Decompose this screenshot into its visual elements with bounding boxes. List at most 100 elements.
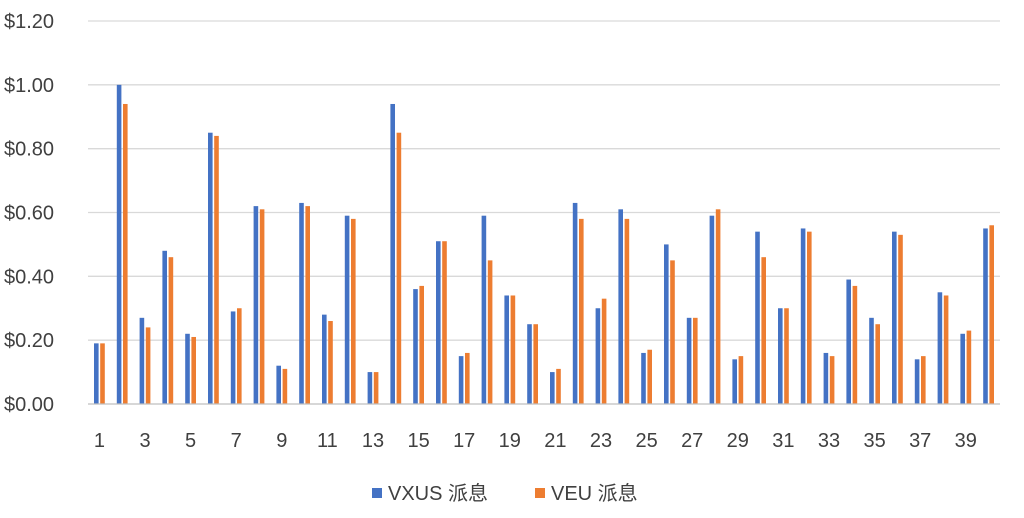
y-tick-label: $0.40 — [4, 266, 54, 288]
x-tick-label: 27 — [681, 430, 703, 452]
x-tick-label: 31 — [772, 430, 794, 452]
bar-veu — [487, 260, 493, 404]
bar-vxus — [139, 317, 145, 404]
x-tick-label: 33 — [818, 430, 840, 452]
x-tick-label: 17 — [453, 430, 475, 452]
y-tick-label: $1.00 — [4, 75, 54, 97]
bar-veu — [442, 241, 447, 404]
x-tick-label: 39 — [955, 430, 977, 452]
bar-vxus — [367, 372, 373, 404]
legend: VXUS 派息 VEU 派息 — [372, 482, 638, 505]
bar-vxus — [823, 352, 829, 404]
bar-veu — [693, 317, 698, 404]
x-tick-label: 5 — [185, 430, 196, 452]
bar-vxus — [390, 103, 395, 404]
bar-vxus — [960, 333, 965, 404]
bar-veu — [852, 285, 858, 404]
bar-vxus — [641, 352, 646, 404]
bar-vxus — [892, 231, 897, 404]
bar-vxus — [344, 215, 350, 404]
x-tick-label: 29 — [727, 430, 749, 452]
bar-vxus — [846, 279, 851, 404]
bar-vxus — [185, 333, 190, 404]
bar-vxus — [686, 317, 692, 404]
legend-label: VEU 派息 — [551, 482, 638, 505]
x-tick-label: 13 — [362, 430, 384, 452]
x-tick-label: 23 — [590, 430, 612, 452]
y-tick-label: $0.80 — [4, 139, 54, 161]
bar-veu — [510, 295, 516, 404]
bar-veu — [533, 324, 538, 404]
bar-veu — [168, 257, 174, 404]
bars — [94, 84, 994, 405]
x-tick-label: 7 — [231, 430, 242, 452]
bar-veu — [419, 285, 424, 404]
x-tick-label: 9 — [276, 430, 287, 452]
bar-veu — [807, 231, 812, 404]
y-tick-label: $0.00 — [4, 394, 54, 416]
bar-vxus — [413, 289, 418, 404]
bar-vxus — [162, 250, 167, 404]
bar-vxus — [116, 84, 122, 404]
bar-veu — [100, 343, 105, 404]
bar-veu — [328, 321, 333, 404]
bar-veu — [829, 356, 835, 404]
x-tick-label: 11 — [317, 430, 338, 452]
x-tick-label: 15 — [407, 430, 429, 452]
bar-veu — [921, 356, 926, 404]
x-tick-label: 25 — [635, 430, 657, 452]
gridlines — [88, 20, 1000, 341]
bar-veu — [191, 336, 196, 404]
bar-veu — [601, 298, 607, 404]
bar-veu — [875, 324, 880, 404]
bar-vxus — [732, 359, 737, 404]
bar-vxus — [664, 244, 669, 404]
bar-vxus — [983, 228, 988, 404]
bar-vxus — [504, 295, 509, 404]
bar-veu — [966, 330, 972, 404]
bar-vxus — [458, 356, 464, 404]
bar-vxus — [276, 365, 281, 404]
y-tick-label: $0.60 — [4, 203, 54, 225]
bar-vxus — [527, 324, 532, 404]
bar-vxus — [572, 202, 578, 404]
bar-veu — [305, 206, 310, 404]
bar-veu — [214, 135, 219, 404]
bar-vxus — [709, 215, 715, 404]
bar-vxus — [208, 132, 213, 405]
bar-veu — [670, 260, 675, 404]
bar-vxus — [869, 317, 874, 404]
bar-veu — [784, 308, 789, 404]
bar-vxus — [481, 215, 487, 404]
axes: $0.00 $0.20 $0.40 $0.60 $0.80 $1.00 $1.20 1 3 5 7 9… — [4, 11, 1000, 452]
bar-veu — [943, 295, 949, 404]
bar-vxus — [595, 308, 601, 404]
bar-veu — [396, 132, 402, 405]
bar-vxus — [755, 231, 760, 404]
x-tick-label: 37 — [909, 430, 931, 452]
x-tick-label: 1 — [94, 430, 105, 452]
x-tick-label: 21 — [544, 430, 566, 452]
bar-veu — [237, 308, 242, 404]
y-tick-label: $0.20 — [4, 330, 54, 352]
bar-veu — [556, 368, 561, 404]
legend-label: VXUS 派息 — [388, 482, 488, 505]
bar-vxus — [299, 202, 304, 404]
bar-veu — [259, 209, 265, 404]
bar-veu — [579, 218, 584, 404]
bar-veu — [715, 209, 721, 404]
bar-vxus — [550, 372, 555, 404]
bar-veu — [761, 257, 766, 404]
x-tick-label: 19 — [499, 430, 521, 452]
y-tick-label: $1.20 — [4, 11, 54, 33]
bar-veu — [624, 218, 630, 404]
legend-swatch — [535, 488, 545, 498]
bar-veu — [351, 218, 356, 404]
bar-vxus — [937, 292, 943, 404]
bar-veu — [123, 103, 128, 404]
bar-veu — [898, 234, 903, 404]
bar-veu — [647, 349, 652, 404]
bar-vxus — [436, 241, 441, 404]
